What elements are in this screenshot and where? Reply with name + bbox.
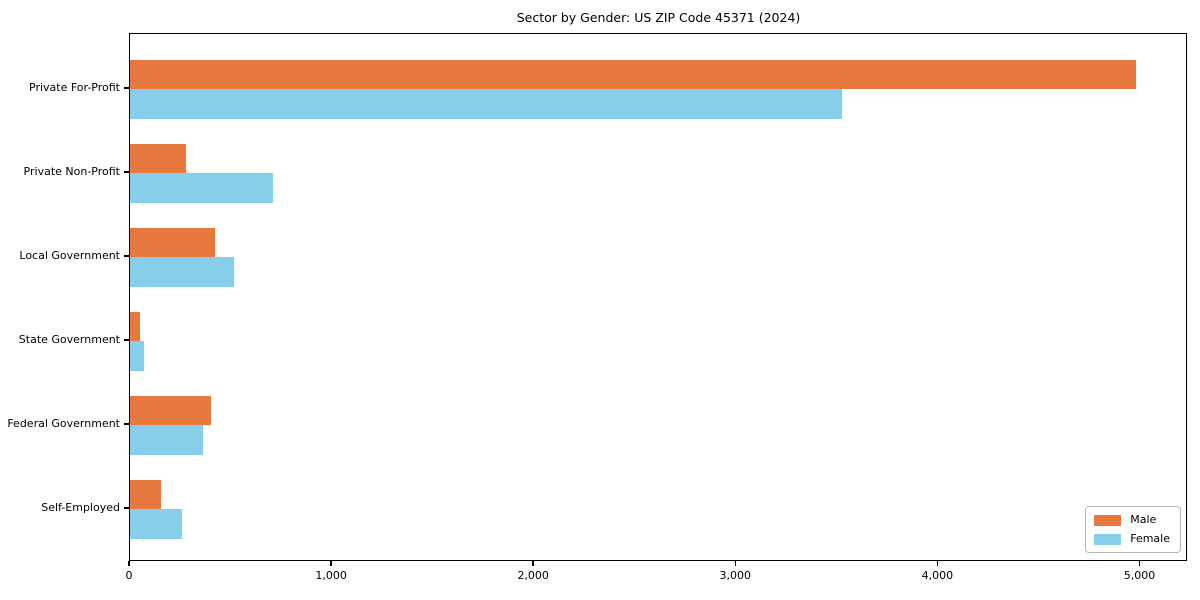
plot-area: Male Female	[129, 33, 1187, 561]
bar-male-1	[130, 59, 1136, 89]
bar-female-2	[130, 173, 274, 203]
legend-item-female: Female	[1094, 533, 1170, 545]
x-tick-label: 4,000	[921, 569, 954, 582]
bar-male-4	[130, 311, 141, 341]
y-tick-label: Private Non-Profit	[23, 165, 120, 178]
legend-label-male: Male	[1130, 513, 1157, 526]
x-tick	[1138, 561, 1141, 566]
x-tick-label: 2,000	[517, 569, 549, 582]
legend-swatch-male	[1094, 514, 1122, 526]
legend-label-female: Female	[1130, 532, 1170, 545]
bars-layer	[130, 34, 1186, 560]
y-tick-label: State Government	[18, 333, 120, 346]
bar-male-6	[130, 479, 162, 509]
y-tick	[124, 423, 129, 425]
y-tick-label: Self-Employed	[41, 501, 120, 514]
legend: Male Female	[1085, 506, 1181, 553]
chart-title: Sector by Gender: US ZIP Code 45371 (202…	[516, 10, 801, 25]
legend-item-male: Male	[1094, 514, 1170, 526]
bar-male-3	[130, 227, 215, 257]
bar-male-2	[130, 143, 187, 173]
x-tick	[330, 561, 332, 566]
x-tick-label: 5,000	[1123, 569, 1156, 582]
x-tick-label: 1,000	[315, 569, 347, 582]
bar-female-1	[130, 89, 843, 119]
y-tick-label: Local Government	[19, 249, 120, 262]
x-tick-label: 3,000	[719, 569, 752, 582]
bar-female-6	[130, 509, 183, 539]
y-tick	[124, 507, 129, 509]
y-tick-label: Federal Government	[7, 417, 120, 430]
x-tick	[734, 561, 737, 566]
y-tick	[124, 255, 129, 257]
bar-female-4	[130, 341, 145, 371]
y-tick	[124, 339, 129, 341]
y-tick	[124, 171, 129, 173]
x-tick	[532, 561, 534, 566]
bar-female-5	[130, 425, 203, 455]
bar-female-3	[130, 257, 234, 287]
legend-swatch-female	[1094, 533, 1122, 545]
x-tick	[128, 561, 130, 566]
x-tick	[936, 561, 939, 566]
y-tick	[124, 87, 129, 89]
y-tick-label: Private For-Profit	[29, 81, 120, 94]
bar-male-5	[130, 395, 211, 425]
x-tick-label: 0	[125, 569, 133, 582]
